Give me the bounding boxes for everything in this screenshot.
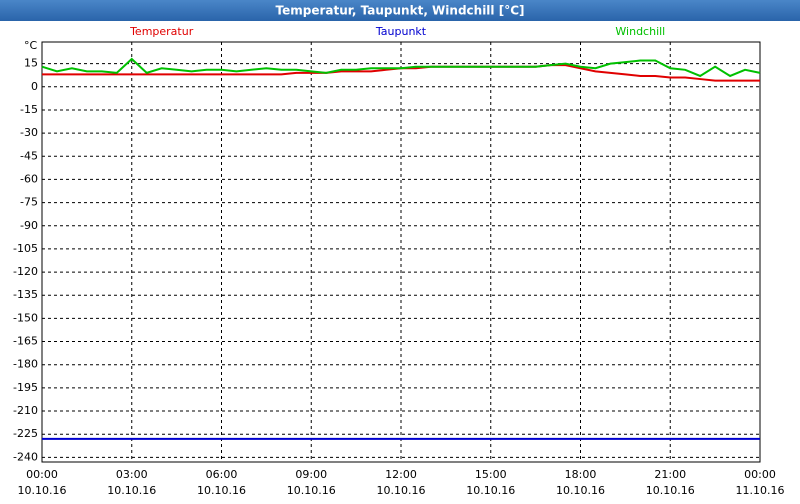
title-bar (0, 0, 800, 21)
y-tick-label: -195 (13, 381, 38, 394)
legend-label: Windchill (615, 25, 665, 38)
y-tick-label: -75 (20, 196, 38, 209)
y-tick-label: -225 (13, 427, 38, 440)
x-tick-label: 06:00 (206, 468, 238, 481)
y-tick-label: -15 (20, 103, 38, 116)
x-tick-label: 00:00 (744, 468, 776, 481)
chart-title: Temperatur, Taupunkt, Windchill [°C] (276, 4, 525, 18)
y-tick-label: -135 (13, 288, 38, 301)
y-tick-label: -210 (13, 404, 38, 417)
y-tick-label: 15 (24, 57, 38, 70)
x-tick-label: 18:00 (565, 468, 597, 481)
y-tick-label: -240 (13, 450, 38, 463)
x-tick-label: 21:00 (654, 468, 686, 481)
x-tick-date: 10.10.16 (646, 484, 695, 497)
y-tick-label: 0 (31, 80, 38, 93)
x-tick-date: 10.10.16 (197, 484, 246, 497)
y-tick-label: -45 (20, 149, 38, 162)
y-tick-label: -105 (13, 242, 38, 255)
legend-label: Taupunkt (375, 25, 427, 38)
x-tick-date: 10.10.16 (18, 484, 67, 497)
x-tick-label: 15:00 (475, 468, 507, 481)
x-tick-label: 03:00 (116, 468, 148, 481)
y-tick-label: -90 (20, 219, 38, 232)
x-tick-label: 09:00 (295, 468, 327, 481)
x-tick-date: 11.10.16 (736, 484, 785, 497)
y-tick-label: -180 (13, 358, 38, 371)
x-tick-date: 10.10.16 (466, 484, 515, 497)
y-tick-label: -60 (20, 172, 38, 185)
x-tick-label: 12:00 (385, 468, 417, 481)
y-tick-label: -165 (13, 335, 38, 348)
x-tick-date: 10.10.16 (556, 484, 605, 497)
x-tick-date: 10.10.16 (287, 484, 336, 497)
legend-label: Temperatur (129, 25, 194, 38)
series-line (41, 57, 761, 78)
y-tick-label: -30 (20, 126, 38, 139)
x-tick-date: 10.10.16 (107, 484, 156, 497)
y-tick-label: -120 (13, 265, 38, 278)
y-tick-label: -150 (13, 311, 38, 324)
x-tick-label: 00:00 (26, 468, 58, 481)
y-unit-label: °C (24, 39, 38, 52)
x-tick-date: 10.10.16 (377, 484, 426, 497)
